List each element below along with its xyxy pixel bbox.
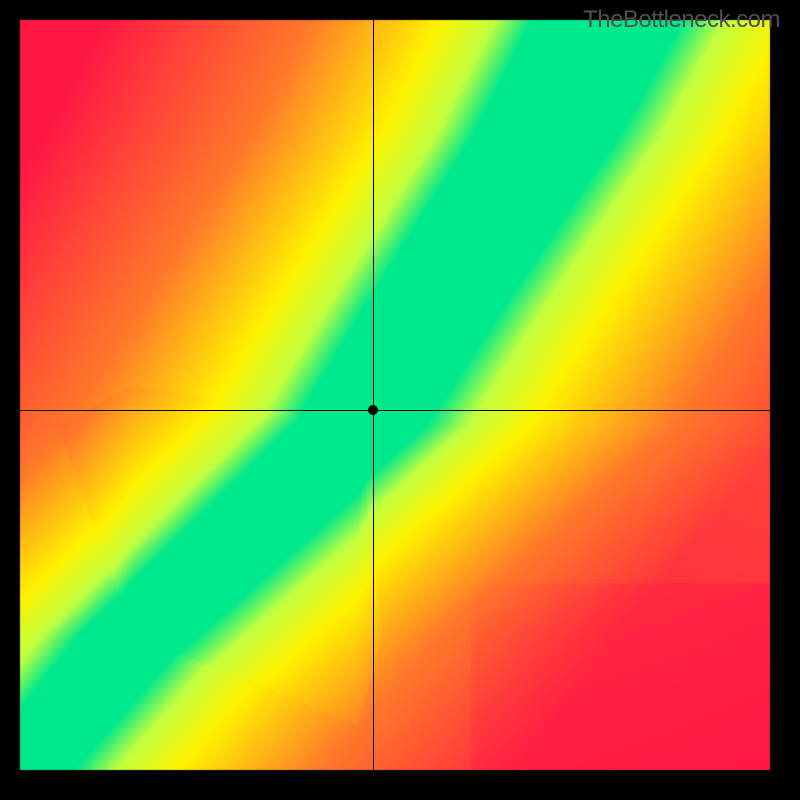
bottleneck-point bbox=[368, 405, 378, 415]
chart-container: TheBottleneck.com bbox=[0, 0, 800, 800]
watermark-text: TheBottleneck.com bbox=[583, 6, 780, 34]
crosshair-horizontal bbox=[20, 410, 770, 411]
crosshair-vertical bbox=[373, 20, 374, 770]
heatmap-canvas bbox=[0, 0, 800, 800]
